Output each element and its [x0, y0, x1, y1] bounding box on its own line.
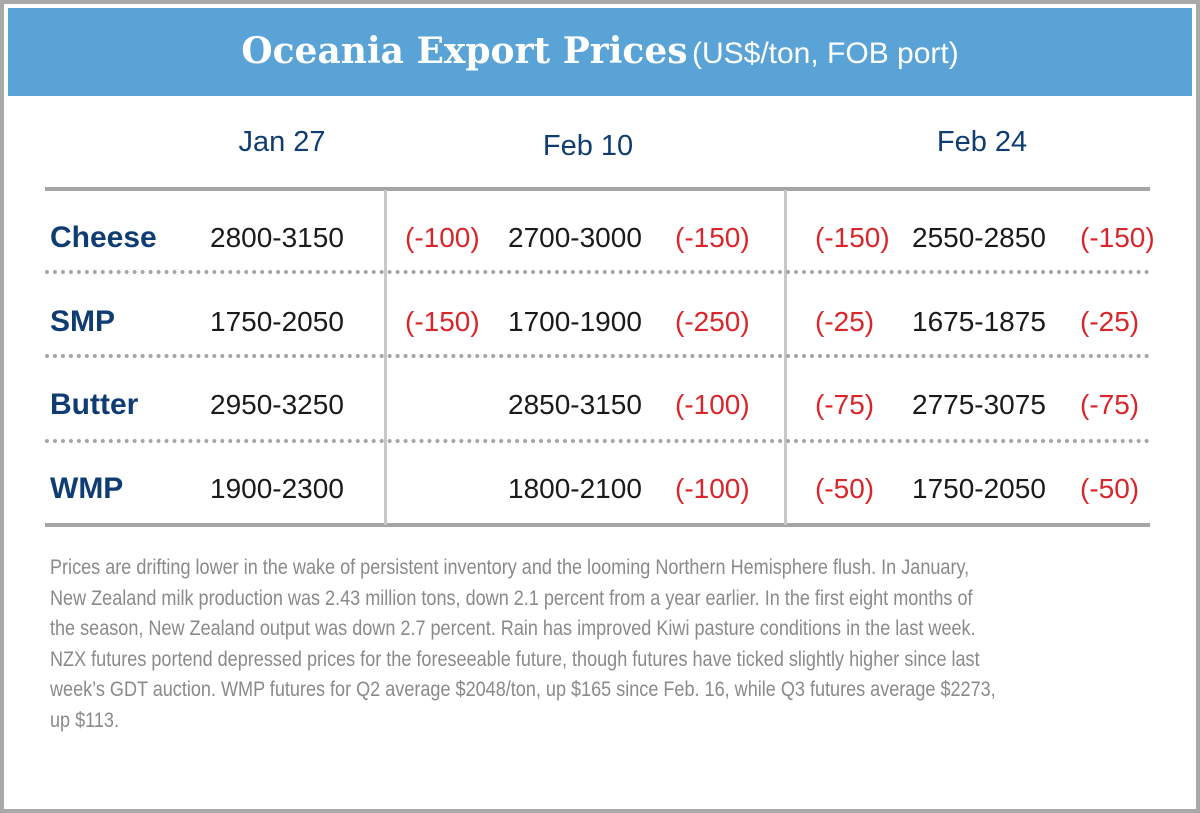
- paragraph-line: NZX futures portend depressed prices for…: [50, 647, 980, 671]
- product-name: Butter: [50, 388, 139, 421]
- column-header-feb24: Feb 24: [936, 126, 1028, 158]
- title: Oceania Export Prices (US$/ton, FOB port…: [8, 30, 1192, 72]
- product-name: WMP: [50, 472, 124, 505]
- price-jan27: 1750-2050: [210, 306, 344, 337]
- change-feb24: (-150): [1080, 222, 1155, 253]
- price-jan27: 2800-3150: [210, 222, 344, 253]
- column-header-feb10: Feb 10: [542, 130, 634, 162]
- change-feb10: (-250): [675, 306, 750, 337]
- title-unit: (US$/ton, FOB port): [691, 37, 959, 70]
- paragraph-line: the season, New Zealand output was down …: [50, 617, 976, 640]
- change-jan27-feb10: (-150): [405, 306, 480, 337]
- change-jan27-feb10: (-100): [405, 222, 480, 253]
- price-feb24: 2550-2850: [912, 222, 1046, 253]
- change-feb10: (-100): [675, 389, 750, 420]
- price-feb24: 1750-2050: [912, 473, 1046, 504]
- title-main: Oceania Export Prices: [241, 30, 688, 72]
- title-band: Oceania Export Prices (US$/ton, FOB port…: [8, 8, 1192, 96]
- product-name: SMP: [50, 305, 116, 338]
- price-feb10: 2850-3150: [508, 389, 642, 420]
- paragraph-line: Prices are drifting lower in the wake of…: [50, 556, 970, 579]
- change-feb24: (-50): [1080, 473, 1140, 504]
- price-feb10: 2700-3000: [508, 222, 642, 253]
- price-feb24: 1675-1875: [912, 306, 1046, 337]
- header-rule: [45, 187, 1150, 191]
- price-jan27: 1900-2300: [210, 473, 344, 504]
- paragraph-line: week’s GDT auction. WMP futures for Q2 a…: [50, 678, 996, 701]
- paragraph-line: up $113.: [50, 708, 119, 732]
- change-feb24-prev: (-150): [815, 222, 890, 253]
- paragraph-line: New Zealand milk production was 2.43 mil…: [50, 586, 973, 610]
- row-divider: [45, 354, 1150, 358]
- change-feb24: (-25): [1080, 306, 1140, 337]
- price-feb10: 1800-2100: [508, 473, 642, 504]
- row-divider: [45, 439, 1150, 443]
- change-feb10: (-100): [675, 473, 750, 504]
- product-name: Cheese: [50, 221, 157, 254]
- column-header-jan27: Jan 27: [238, 126, 326, 158]
- commentary-paragraph: Prices are drifting lower in the wake of…: [50, 553, 1150, 736]
- bottom-rule: [45, 523, 1150, 527]
- change-feb24-prev: (-25): [815, 306, 875, 337]
- price-jan27: 2950-3250: [210, 389, 344, 420]
- change-feb24: (-75): [1080, 389, 1140, 420]
- price-feb10: 1700-1900: [508, 306, 642, 337]
- change-feb24-prev: (-50): [815, 473, 875, 504]
- change-feb24-prev: (-75): [815, 389, 875, 420]
- row-divider: [45, 270, 1150, 274]
- change-feb10: (-150): [675, 222, 750, 253]
- price-feb24: 2775-3075: [912, 389, 1046, 420]
